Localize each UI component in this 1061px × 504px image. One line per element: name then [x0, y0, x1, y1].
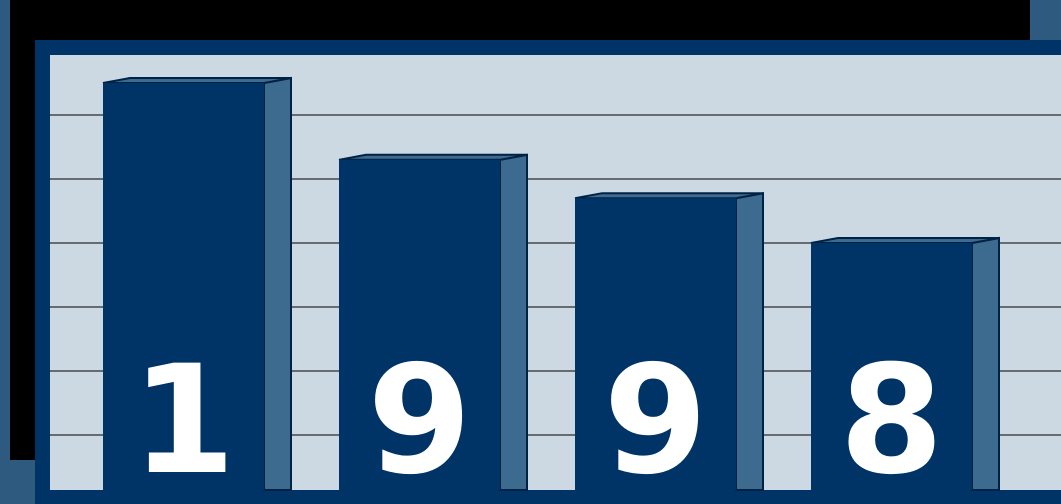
bar-front	[103, 83, 264, 490]
bar-side	[735, 191, 764, 491]
bar-top	[102, 77, 292, 84]
bar-side	[971, 236, 1000, 491]
bar-front	[575, 198, 736, 490]
bar	[102, 76, 292, 491]
bar-front	[339, 159, 500, 491]
bar-digit: 1	[131, 334, 235, 504]
bar-digit: 8	[839, 334, 943, 504]
bar-digit: 9	[367, 334, 471, 504]
bar-digit: 9	[603, 334, 707, 504]
bar-front	[811, 243, 972, 490]
bar-top	[574, 192, 764, 200]
bar	[574, 191, 764, 491]
bar-side	[499, 153, 528, 491]
bar-top	[338, 153, 528, 161]
bar	[338, 153, 528, 491]
bar-side	[263, 76, 292, 491]
bar-top	[810, 237, 1000, 244]
bar	[810, 236, 1000, 491]
